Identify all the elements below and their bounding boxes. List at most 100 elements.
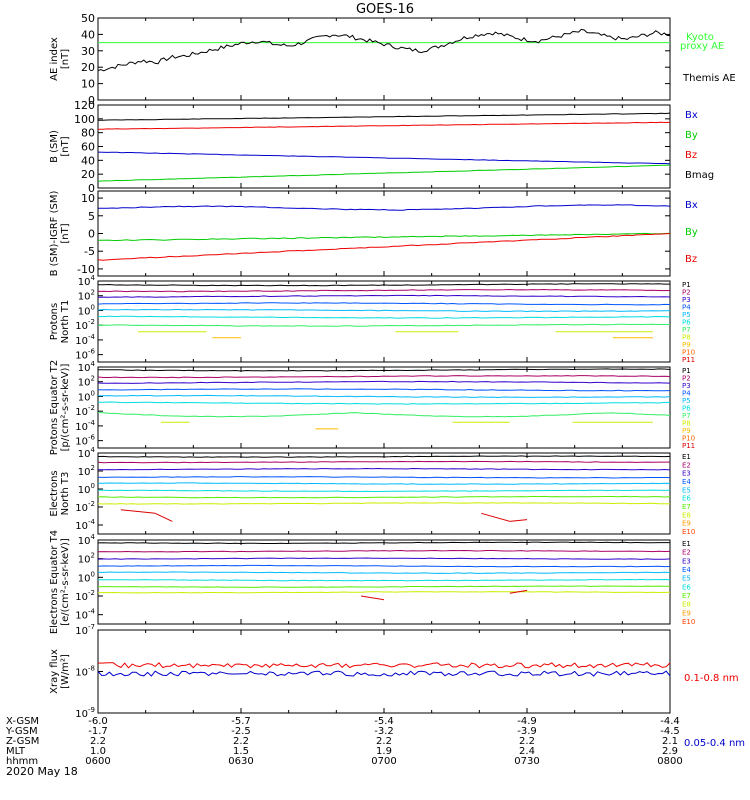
legend-entry: P10 bbox=[682, 349, 695, 357]
footer-value: 2.1 bbox=[662, 736, 678, 747]
series-line-e1 bbox=[97, 455, 671, 458]
legend-entry: E6 bbox=[682, 495, 691, 503]
series-line-bz bbox=[97, 233, 671, 261]
y-tick-exponent: -4 bbox=[88, 419, 96, 427]
y-axis-label: ProtonsNorth T1 bbox=[49, 300, 71, 344]
footer-value: -3.2 bbox=[374, 726, 394, 737]
series-line-p4 bbox=[97, 302, 671, 306]
panel-e1: ElectronsNorth T310410210010-210-4E1E2E3… bbox=[49, 446, 695, 536]
legend-entry: E2 bbox=[682, 461, 691, 469]
series-segment-e9 bbox=[120, 509, 156, 514]
y-tick-label: 10-4 bbox=[75, 333, 95, 347]
panel-xray: Xray flux[W/m²]10-710-810-90.1-0.8 nm0.0… bbox=[49, 623, 745, 749]
legend-entry: E10 bbox=[682, 618, 695, 626]
series-line-p5 bbox=[97, 394, 671, 399]
panel-frame bbox=[97, 280, 671, 363]
y-tick-base: 10 bbox=[78, 555, 91, 566]
series-line-xray-1 bbox=[97, 670, 671, 677]
series-line-p5 bbox=[97, 308, 671, 313]
y-tick-label: 10-9 bbox=[75, 706, 95, 720]
legend-entry: Bz bbox=[685, 254, 697, 265]
legend-entry: P5 bbox=[682, 397, 691, 405]
y-tick-label: 10-4 bbox=[75, 608, 95, 622]
series-line-bz bbox=[97, 121, 671, 130]
y-tick-label: 100 bbox=[78, 303, 95, 317]
series-line-p6 bbox=[97, 315, 671, 319]
plot-title: GOES-16 bbox=[356, 2, 414, 17]
y-tick-exponent: -9 bbox=[88, 706, 95, 714]
y-tick-base: 10 bbox=[75, 336, 88, 347]
y-tick-label: 104 bbox=[78, 274, 96, 288]
y-tick-label: 0 bbox=[88, 94, 95, 107]
legend-entry: E4 bbox=[682, 566, 691, 574]
panel-bdiff: B (SM)-IGRF (SM)[nT] -10 -5 0 5 10 Bx By Bz bbox=[49, 190, 698, 277]
legend-entry: P3 bbox=[682, 382, 691, 390]
legend-entry: P9 bbox=[682, 427, 691, 435]
series-segment-e9 bbox=[509, 519, 528, 522]
y-tick-exponent: 4 bbox=[91, 360, 96, 368]
y-axis-label-line: Protons Equator T2 bbox=[49, 360, 60, 456]
legend-entry: P7 bbox=[682, 326, 691, 334]
series-line-e7 bbox=[97, 585, 670, 588]
legend-entry: P2 bbox=[682, 375, 691, 383]
y-axis-label-line: Protons bbox=[49, 303, 60, 340]
y-tick-label: 10-2 bbox=[75, 589, 95, 603]
y-axis-label: Electrons Equator T4[e/(cm²-s-sr-keV)] bbox=[49, 530, 71, 634]
series-line-bmag bbox=[98, 112, 671, 121]
footer-value: -6.0 bbox=[88, 716, 108, 727]
y-tick-label: 20 bbox=[81, 61, 95, 74]
y-tick-base: 10 bbox=[78, 363, 91, 374]
footer-value: -1.7 bbox=[88, 726, 108, 737]
legend-entry: Bmag bbox=[685, 170, 714, 181]
footer-value: 0700 bbox=[371, 756, 396, 767]
y-tick-label: 5 bbox=[88, 210, 95, 223]
footer-row-label: X-GSM bbox=[6, 716, 39, 727]
legend-entry: P4 bbox=[682, 304, 691, 312]
y-tick-exponent: 4 bbox=[91, 274, 96, 282]
series-line-e3 bbox=[97, 557, 671, 560]
y-tick-exponent: -2 bbox=[88, 589, 95, 597]
footer-row-label: hhmm bbox=[6, 756, 38, 767]
y-tick-base: 10 bbox=[75, 592, 88, 603]
y-tick-base: 10 bbox=[78, 306, 91, 317]
footer-value: 2.2 bbox=[376, 736, 392, 747]
y-tick-label: 10-6 bbox=[75, 348, 95, 362]
y-tick-exponent: -4 bbox=[88, 608, 96, 616]
footer-value: 0600 bbox=[85, 756, 110, 767]
series-line-by bbox=[97, 164, 671, 182]
legend-entry: E7 bbox=[682, 592, 691, 600]
panel-frame bbox=[97, 539, 671, 625]
y-tick-label: 0 bbox=[88, 228, 95, 241]
series-line-e8 bbox=[97, 591, 671, 594]
legend-entry: P11 bbox=[682, 442, 695, 450]
legend-entry: Kyoto bbox=[686, 32, 714, 43]
footer-value: -4.9 bbox=[517, 716, 537, 727]
footer-value: 2.9 bbox=[662, 746, 678, 757]
y-tick-base: 10 bbox=[78, 449, 91, 460]
legend-entry: E1 bbox=[682, 453, 691, 461]
series-line-p1 bbox=[98, 368, 671, 372]
legend-entry: E6 bbox=[682, 583, 691, 591]
footer-value: -5.4 bbox=[374, 716, 394, 727]
date-label: 2020 May 18 bbox=[6, 765, 78, 778]
y-tick-base: 10 bbox=[78, 485, 91, 496]
legend-entry: E5 bbox=[682, 575, 691, 583]
series-line-p1 bbox=[98, 283, 670, 287]
series-line-p2 bbox=[97, 288, 671, 293]
y-tick-label: 10-2 bbox=[75, 404, 95, 418]
y-tick-exponent: 2 bbox=[91, 375, 95, 383]
y-axis-label: B (SM)[nT] bbox=[49, 130, 71, 163]
y-tick-base: 10 bbox=[75, 626, 88, 637]
y-tick-label: 10-2 bbox=[75, 500, 95, 514]
y-tick-exponent: 4 bbox=[91, 446, 96, 454]
y-axis-label-line: [nT] bbox=[60, 223, 71, 243]
legend-entry: E3 bbox=[682, 557, 691, 565]
footer-value: 2.2 bbox=[90, 736, 106, 747]
footer-value: 0630 bbox=[228, 756, 253, 767]
y-axis-label-line: Xray flux bbox=[49, 649, 60, 694]
y-tick-label: 0 bbox=[88, 182, 95, 195]
y-tick-label: 120 bbox=[74, 99, 95, 112]
legend-entry: By bbox=[685, 130, 698, 141]
series-segment-e9 bbox=[154, 512, 173, 522]
legend-entry: Bz bbox=[685, 150, 697, 161]
